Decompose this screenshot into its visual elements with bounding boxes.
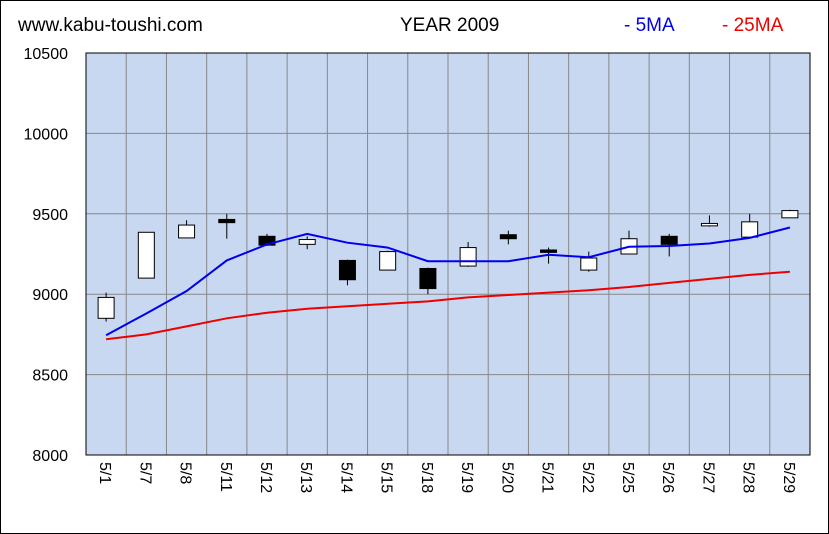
x-tick-label: 5/28 bbox=[740, 462, 757, 493]
candle-body bbox=[97, 296, 115, 319]
plot-border bbox=[85, 52, 811, 456]
candle-body bbox=[419, 267, 437, 290]
candle-body bbox=[178, 224, 196, 239]
y-tick-label: 9500 bbox=[32, 207, 68, 224]
candle-body bbox=[781, 210, 799, 219]
candle-body bbox=[137, 231, 155, 279]
x-tick-label: 5/20 bbox=[498, 462, 515, 493]
candle-body bbox=[540, 249, 558, 253]
y-tick-label: 10000 bbox=[24, 126, 69, 143]
candle-body bbox=[741, 221, 759, 238]
candle-body bbox=[660, 235, 678, 245]
site-url: www.kabu-toushi.com bbox=[18, 15, 203, 36]
y-tick-label: 10500 bbox=[24, 46, 69, 63]
candle-body bbox=[379, 251, 397, 271]
y-tick-label: 8000 bbox=[32, 448, 68, 465]
candle-body bbox=[700, 222, 718, 227]
legend-5ma: - 5MA bbox=[624, 15, 675, 36]
x-tick-label: 5/1 bbox=[96, 462, 113, 484]
candle-body bbox=[580, 257, 598, 271]
x-tick-label: 5/29 bbox=[780, 462, 797, 493]
candle-body bbox=[459, 247, 477, 267]
x-tick-label: 5/26 bbox=[659, 462, 676, 493]
series-line-5ma bbox=[105, 226, 791, 337]
y-tick-label: 8500 bbox=[32, 368, 68, 385]
series-line-25ma bbox=[105, 270, 790, 341]
x-tick-label: 5/8 bbox=[177, 462, 194, 484]
x-tick-label: 5/19 bbox=[458, 462, 475, 493]
x-tick-label: 5/27 bbox=[699, 462, 716, 493]
candle-body bbox=[218, 218, 236, 224]
legend-25ma: - 25MA bbox=[722, 15, 784, 36]
x-tick-label: 5/25 bbox=[619, 462, 636, 493]
x-tick-label: 5/18 bbox=[418, 462, 435, 493]
x-tick-label: 5/15 bbox=[378, 462, 395, 493]
candle-body bbox=[499, 234, 517, 240]
y-tick-label: 9000 bbox=[32, 287, 68, 304]
x-tick-label: 5/12 bbox=[257, 462, 274, 493]
x-tick-label: 5/14 bbox=[337, 462, 354, 493]
x-tick-label: 5/22 bbox=[579, 462, 596, 493]
candle-body bbox=[298, 239, 316, 245]
x-tick-label: 5/11 bbox=[217, 462, 234, 492]
chart-title: YEAR 2009 bbox=[400, 15, 500, 36]
candle-body bbox=[338, 259, 356, 281]
x-tick-label: 5/7 bbox=[136, 462, 153, 484]
x-tick-label: 5/21 bbox=[539, 462, 556, 493]
x-tick-label: 5/13 bbox=[297, 462, 314, 493]
